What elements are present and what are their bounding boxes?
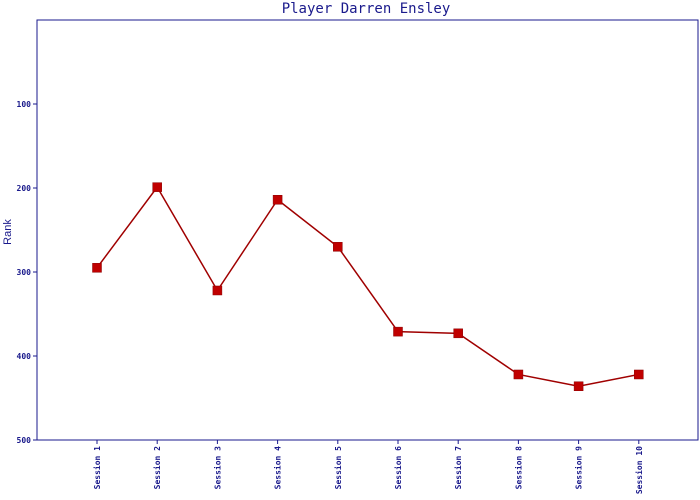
x-tick-label: Session 10 bbox=[634, 446, 644, 494]
data-point-marker bbox=[212, 285, 223, 296]
data-point-marker bbox=[573, 381, 584, 391]
y-tick-label: 300 bbox=[17, 268, 32, 277]
data-point-marker bbox=[453, 328, 463, 339]
x-axis-ticks: Session 1 Session 2 Session 3 Session 4 Sess… bbox=[92, 440, 644, 494]
series-line bbox=[96, 185, 639, 388]
x-tick-label: Session 9 bbox=[574, 446, 584, 490]
x-tick-label: Session 6 bbox=[393, 446, 403, 490]
x-tick-label: Session 5 bbox=[333, 446, 343, 490]
data-point-marker bbox=[152, 182, 162, 192]
data-point-marker bbox=[92, 263, 102, 273]
plot-area-frame bbox=[36, 19, 699, 441]
chart-title: Player Darren Ensley bbox=[282, 1, 451, 17]
data-point-marker bbox=[333, 242, 343, 252]
data-point-marker bbox=[513, 369, 524, 380]
y-tick-label: 200 bbox=[17, 184, 32, 193]
y-axis-label: Rank bbox=[2, 219, 14, 245]
data-point-marker bbox=[272, 195, 283, 205]
x-tick-label: Session 1 bbox=[92, 446, 102, 490]
x-tick-label: Session 2 bbox=[152, 446, 162, 490]
x-tick-label: Session 3 bbox=[212, 446, 222, 490]
y-tick-label: 500 bbox=[17, 436, 32, 445]
x-tick-label: Session 7 bbox=[453, 446, 463, 490]
x-tick-label: Session 8 bbox=[513, 446, 523, 490]
data-point-marker bbox=[393, 326, 403, 337]
series-layer bbox=[92, 182, 644, 391]
y-axis-ticks: 100 200 300 400 500 bbox=[17, 100, 37, 445]
y-tick-label: 100 bbox=[17, 100, 32, 109]
x-tick-label: Session 4 bbox=[273, 446, 283, 490]
y-tick-label: 400 bbox=[17, 352, 32, 361]
data-point-marker bbox=[634, 369, 644, 380]
